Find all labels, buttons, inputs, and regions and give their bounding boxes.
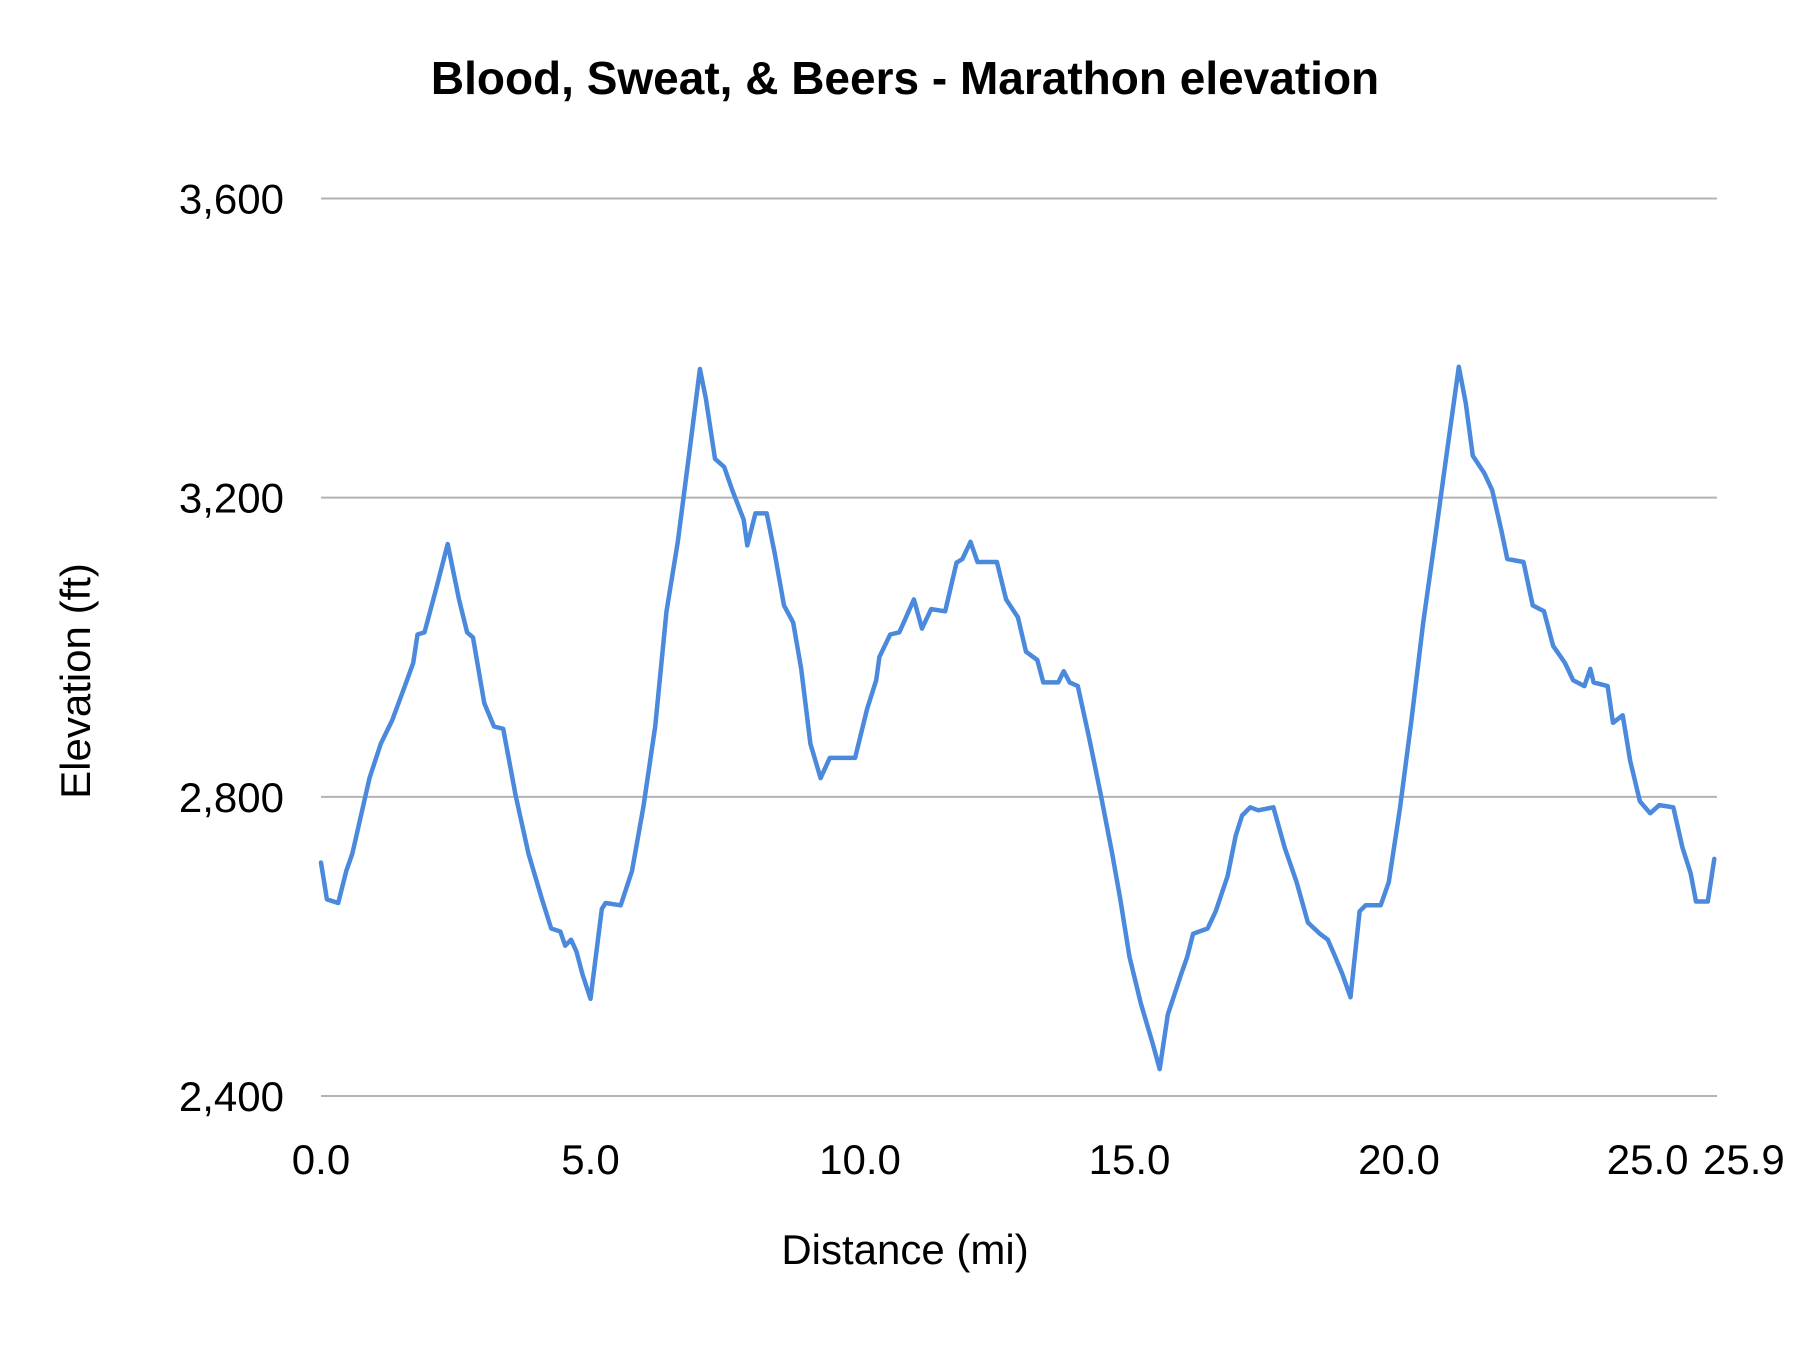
x-tick-label: 15.0 xyxy=(1089,1136,1171,1183)
y-tick-label: 3,200 xyxy=(179,475,284,522)
x-tick-label: 25.0 xyxy=(1607,1136,1689,1183)
elevation-series-line xyxy=(318,364,1717,1072)
x-tick-label: 0.0 xyxy=(292,1136,350,1183)
y-axis-ticks: 2,400 2,800 3,200 3,600 xyxy=(179,176,284,1121)
x-tick-label: 25.9 xyxy=(1703,1136,1785,1183)
y-tick-label: 2,400 xyxy=(179,1073,284,1120)
x-tick-label: 20.0 xyxy=(1358,1136,1440,1183)
gridlines xyxy=(321,197,1717,1097)
x-axis-ticks: 0.0 5.0 10.0 15.0 20.0 25.0 25.9 xyxy=(292,1136,1785,1183)
y-tick-label: 2,800 xyxy=(179,774,284,821)
x-tick-label: 10.0 xyxy=(819,1136,901,1183)
x-axis-label: Distance (mi) xyxy=(781,1226,1028,1273)
x-tick-label: 5.0 xyxy=(561,1136,619,1183)
y-tick-label: 3,600 xyxy=(179,176,284,223)
y-axis-label: Elevation (ft) xyxy=(52,563,99,799)
chart-title: Blood, Sweat, & Beers - Marathon elevati… xyxy=(431,52,1379,104)
